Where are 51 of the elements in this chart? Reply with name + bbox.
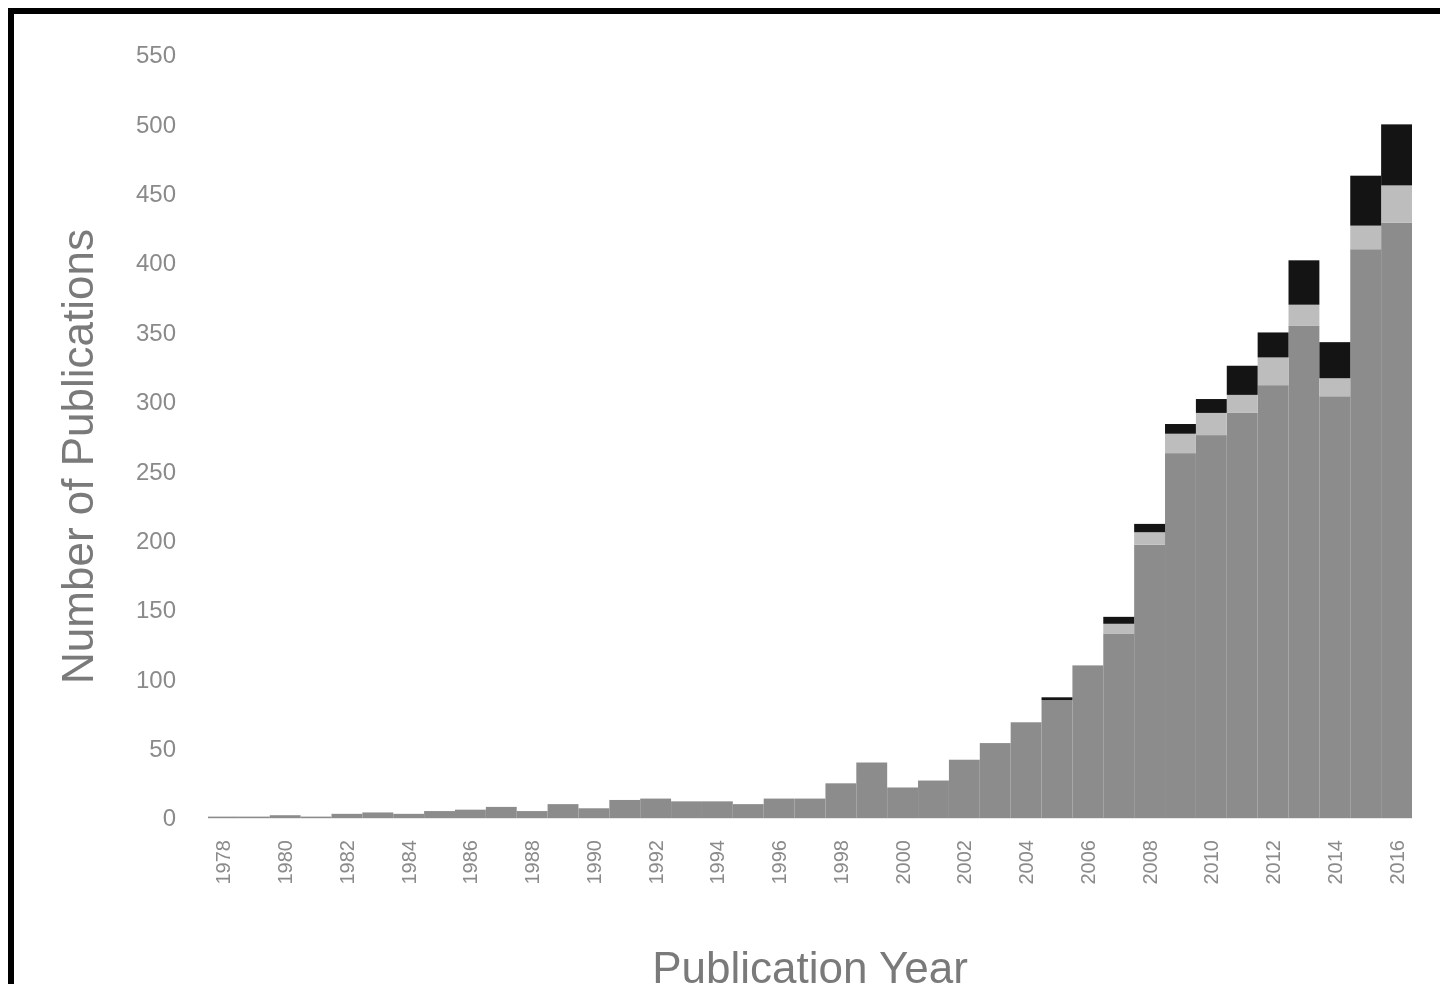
x-tick-label: 2008 [1138, 840, 1161, 885]
bar [1381, 185, 1412, 223]
bar [1257, 357, 1289, 386]
x-tick-label: 2006 [1076, 840, 1099, 885]
x-tick-label: 1994 [706, 840, 729, 885]
y-tick-label: 450 [135, 180, 176, 208]
x-tick-label: 1988 [521, 840, 544, 885]
y-tick-label: 400 [135, 249, 176, 277]
x-tick-label: 1998 [829, 840, 852, 885]
x-tick-label: 1984 [397, 840, 420, 885]
y-tick-label: 350 [135, 318, 176, 346]
y-tick-label: 150 [135, 596, 176, 624]
y-tick-label: 550 [135, 41, 176, 69]
y-axis-title: Number of Publications [53, 229, 102, 684]
y-tick-label: 100 [135, 665, 176, 693]
y-tick-label: 200 [135, 526, 176, 554]
y-tick-label: 50 [149, 735, 176, 763]
bar [1165, 424, 1196, 434]
x-tick-label: 2000 [891, 840, 914, 885]
bar [1134, 532, 1166, 545]
bar [1134, 523, 1166, 533]
x-tick-label: 2010 [1200, 840, 1223, 885]
x-tick-label: 1980 [274, 840, 297, 885]
bar [1288, 260, 1320, 305]
bar [1319, 378, 1351, 397]
bar [1195, 399, 1227, 413]
x-tick-label: 1990 [582, 840, 605, 885]
x-tick-label: 2004 [1015, 840, 1038, 885]
y-tick-label: 500 [135, 110, 176, 138]
x-tick-label: 2016 [1385, 840, 1408, 885]
bar [1103, 616, 1135, 624]
y-tick-label: 300 [135, 388, 176, 416]
x-tick-label: 1992 [644, 840, 667, 885]
bar [1257, 332, 1289, 358]
bar [1226, 365, 1258, 395]
bar [1226, 394, 1258, 413]
x-tick-label: 1996 [768, 840, 791, 885]
bar [1350, 225, 1382, 250]
x-tick-label: 2014 [1323, 840, 1346, 885]
x-tick-label: 2002 [953, 840, 976, 885]
x-tick-label: 2012 [1262, 840, 1285, 885]
bar [1103, 623, 1135, 634]
bar [1041, 697, 1073, 701]
bar [1288, 304, 1320, 326]
bar [1319, 342, 1351, 379]
x-axis-title: Publication Year [652, 943, 968, 992]
x-tick-label: 1982 [335, 840, 358, 885]
x-tick-label: 1986 [459, 840, 482, 885]
y-tick-label: 250 [135, 457, 176, 485]
y-tick-label: 0 [162, 804, 176, 832]
x-tick-label: 1978 [212, 840, 235, 885]
